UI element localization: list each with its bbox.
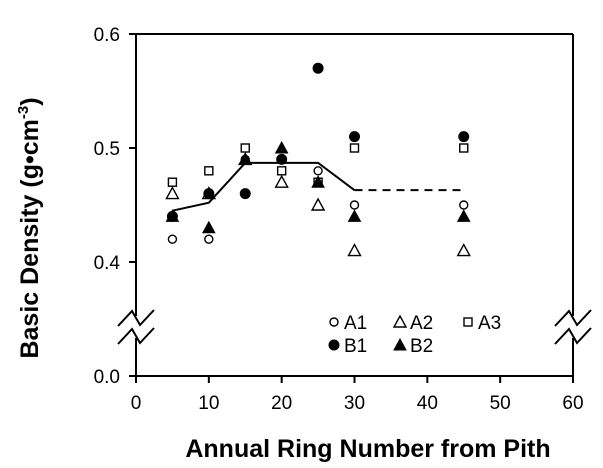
x-tick-label: 50 xyxy=(490,393,511,414)
x-tick-label: 10 xyxy=(198,393,219,414)
legend-item-a2: A2 xyxy=(392,313,433,334)
axis-break-right-lower xyxy=(554,327,592,345)
axis-break-right-upper xyxy=(554,309,592,327)
y-axis-title-main: Basic Density (g•cm xyxy=(16,119,44,358)
x-axis-title: Annual Ring Number from Pith xyxy=(185,435,550,463)
data-point-a1 xyxy=(204,234,214,244)
legend-marker-a1 xyxy=(329,317,339,327)
data-point-a3 xyxy=(349,143,360,153)
data-point-b2 xyxy=(311,175,325,188)
mean-trend-line xyxy=(172,161,356,212)
data-point-a2 xyxy=(456,243,471,257)
legend-label-b1: B1 xyxy=(344,336,367,357)
legend-marker-b2 xyxy=(393,337,407,351)
series-b2 xyxy=(165,140,471,234)
y-axis-title-close: ) xyxy=(16,97,44,105)
legend-item-b1: B1 xyxy=(328,336,367,357)
legend-label-a3: A3 xyxy=(478,313,501,334)
data-point-a3 xyxy=(459,143,469,153)
legend-item-a3: A3 xyxy=(463,313,501,334)
series-layer xyxy=(165,62,471,257)
x-tick-label: 40 xyxy=(417,393,438,414)
legend: A1 A2 A3 B1 B2 xyxy=(328,313,501,357)
data-point-a2 xyxy=(347,243,362,257)
legend-marker-b1 xyxy=(328,339,340,351)
y-tick-label: 0.0 xyxy=(94,367,120,388)
axis-break-left-upper xyxy=(117,309,155,327)
y-tick-label: 0.5 xyxy=(94,139,120,160)
y-axis-ticks: 0.0 0.4 0.5 0.6 xyxy=(94,25,136,388)
legend-marker-a2 xyxy=(392,314,408,328)
legend-label-b2: B2 xyxy=(410,336,433,357)
data-point-a2 xyxy=(274,174,289,188)
legend-label-a2: A2 xyxy=(410,313,433,334)
legend-marker-a3 xyxy=(463,317,473,327)
y-tick-label: 0.4 xyxy=(94,253,121,274)
data-point-a2 xyxy=(310,197,326,211)
data-point-a3 xyxy=(167,177,178,187)
data-point-a1 xyxy=(313,166,323,176)
x-axis-ticks: 0 10 20 30 40 50 60 xyxy=(131,376,584,414)
data-point-b1 xyxy=(312,62,324,74)
y-axis-title: Basic Density (g•cm-3) xyxy=(15,97,44,358)
axis-break-left-lower xyxy=(117,327,155,345)
data-point-a3 xyxy=(204,166,214,176)
data-point-b2 xyxy=(456,209,471,222)
data-point-b2 xyxy=(347,209,362,222)
data-point-a3 xyxy=(276,166,287,176)
y-axis-title-exponent: -3 xyxy=(15,106,32,119)
data-point-b2 xyxy=(238,152,253,165)
legend-item-b2: B2 xyxy=(393,336,433,357)
data-point-b2 xyxy=(201,220,216,234)
data-point-a1 xyxy=(167,234,178,244)
data-point-b1 xyxy=(203,188,215,200)
x-tick-label: 60 xyxy=(562,393,583,414)
data-point-b1 xyxy=(349,131,360,143)
data-point-b1 xyxy=(239,188,251,200)
x-tick-label: 30 xyxy=(344,393,365,414)
legend-item-a1: A1 xyxy=(329,313,367,334)
x-tick-label: 0 xyxy=(131,393,142,414)
data-point-b1 xyxy=(458,131,470,143)
y-tick-label: 0.6 xyxy=(94,25,120,46)
legend-label-a1: A1 xyxy=(344,313,367,334)
data-point-b2 xyxy=(274,140,289,154)
data-point-a3 xyxy=(240,143,250,153)
data-point-a2 xyxy=(165,186,180,200)
data-point-a1 xyxy=(349,200,360,210)
x-tick-label: 20 xyxy=(271,393,292,414)
data-point-b2 xyxy=(165,209,180,222)
data-point-a1 xyxy=(459,200,469,210)
